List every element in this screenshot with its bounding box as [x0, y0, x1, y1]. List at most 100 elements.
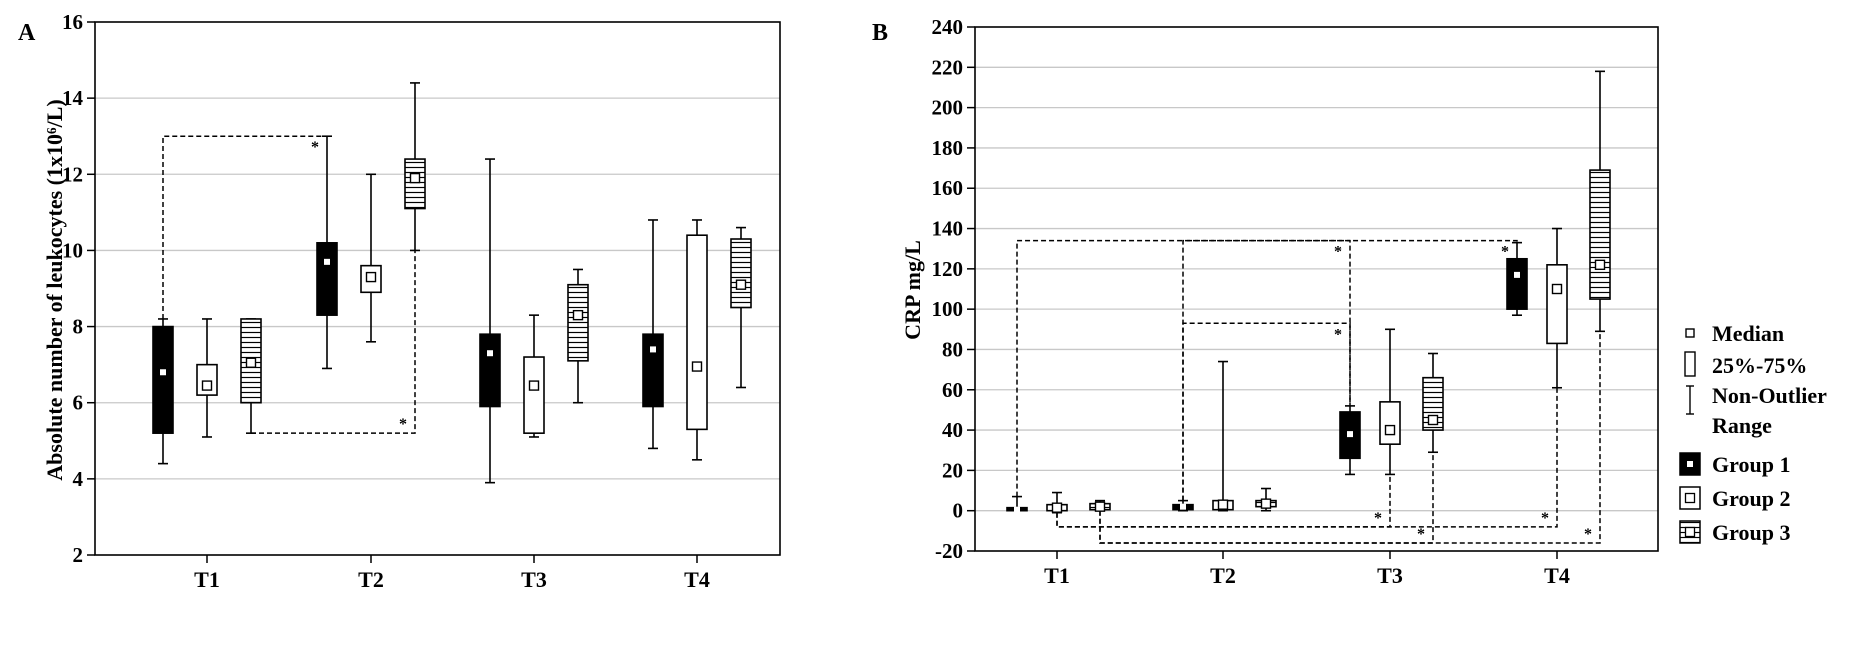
median-marker	[528, 380, 540, 391]
y-tick-label: 14	[62, 86, 84, 110]
median-marker	[245, 357, 257, 368]
legend-label-whisker-line1: Non-Outlier	[1712, 383, 1827, 408]
median-marker	[160, 369, 166, 376]
x-tick-label: T2	[1210, 563, 1236, 588]
x-tick-label: T1	[194, 567, 220, 592]
iqr-box	[642, 333, 664, 408]
y-tick-label: 120	[932, 257, 964, 281]
iqr-box	[479, 333, 501, 408]
legend-median-marker	[1684, 526, 1696, 538]
x-tick-label: T3	[521, 567, 547, 592]
legend-median-marker	[1687, 461, 1693, 467]
median-marker	[201, 380, 213, 391]
plot-frame	[94, 21, 781, 556]
y-tick-label: 140	[932, 217, 964, 241]
significance-bracket	[1099, 331, 1601, 544]
panel-b-label: B	[872, 20, 888, 46]
x-tick-label: T2	[358, 567, 384, 592]
y-tick-label: 10	[62, 238, 83, 262]
x-tick-label: T1	[1044, 563, 1070, 588]
median-marker	[409, 172, 421, 184]
significance-bracket	[1016, 239, 1518, 497]
y-tick-label: 200	[932, 96, 964, 120]
significance-star: *	[1334, 244, 1342, 261]
significance-star: *	[1374, 510, 1382, 527]
panel-a: A Absolute number of leukocytes (1x10⁶/L…	[18, 10, 781, 592]
panel-a-plot: 2 4 6 8 10 12 14 16 T1 T2 T3 T4 * *	[62, 10, 781, 592]
median-marker	[487, 350, 493, 357]
legend-label-group-3: Group 3	[1712, 520, 1790, 545]
legend-label-group-2: Group 2	[1712, 486, 1790, 511]
legend-box-symbol	[1684, 351, 1696, 377]
median-marker	[365, 271, 377, 283]
significance-star: *	[1501, 244, 1509, 261]
median-marker	[1514, 271, 1520, 278]
iqr-box	[316, 242, 338, 316]
y-tick-label: 8	[73, 315, 84, 339]
y-tick-label: 60	[942, 378, 963, 402]
legend-label-whisker: Non-Outlier Range	[1712, 383, 1827, 438]
y-tick-label: -20	[935, 539, 963, 563]
y-tick-label: 4	[73, 467, 84, 491]
iqr-box	[686, 234, 708, 431]
significance-star: *	[399, 416, 407, 433]
legend-median-symbol	[1685, 328, 1695, 338]
panel-a-ylabel: Absolute number of leukocytes (1x10⁶/L)	[42, 99, 67, 480]
y-tick-label: 12	[62, 162, 83, 186]
legend-median-marker	[1684, 492, 1696, 504]
y-tick-label: 160	[932, 176, 964, 200]
significance-star: *	[1334, 326, 1342, 343]
y-tick-label: 240	[932, 15, 964, 39]
legend-label-group-1: Group 1	[1712, 452, 1790, 477]
median-marker	[572, 309, 584, 321]
significance-bracket	[162, 135, 327, 319]
median-marker	[1551, 283, 1563, 295]
y-tick-label: 20	[942, 458, 963, 482]
significance-bracket	[251, 250, 416, 434]
panel-b-plot: -20 0 20 40 60 80 100 120 140 160 180 200 220 240 T1 T2…	[932, 15, 1659, 588]
legend-label-median: Median	[1712, 321, 1784, 346]
median-marker	[1051, 502, 1063, 513]
median-marker	[1427, 414, 1439, 426]
y-tick-label: 16	[62, 10, 83, 34]
significance-bracket	[1056, 387, 1558, 528]
significance-star: *	[311, 139, 319, 156]
panel-b: B CRP mg/L -20 0 20 40 60 80 100 120 140 160 180 20…	[872, 15, 1659, 588]
median-marker	[1260, 498, 1272, 509]
x-tick-label: T4	[1544, 563, 1570, 588]
legend-label-box: 25%-75%	[1712, 353, 1807, 378]
iqr-box	[1379, 401, 1401, 445]
iqr-box	[730, 238, 752, 309]
panel-a-label: A	[18, 20, 36, 46]
median-marker	[1014, 506, 1020, 513]
iqr-box	[567, 283, 589, 362]
y-tick-label: 0	[953, 499, 964, 523]
median-marker	[1180, 503, 1186, 510]
iqr-box	[152, 325, 174, 434]
y-tick-label: 40	[942, 418, 963, 442]
x-tick-label: T4	[684, 567, 710, 592]
panel-b-ylabel: CRP mg/L	[900, 240, 925, 340]
iqr-box	[1506, 257, 1528, 310]
significance-bracket	[1182, 239, 1351, 501]
iqr-box	[404, 158, 426, 210]
median-marker	[1594, 259, 1606, 271]
y-tick-label: 2	[73, 543, 84, 567]
iqr-box	[1589, 169, 1611, 300]
y-tick-label: 220	[932, 55, 964, 79]
y-tick-label: 80	[942, 337, 963, 361]
plot-frame	[974, 26, 1659, 552]
median-marker	[691, 361, 703, 372]
significance-star: *	[1417, 526, 1425, 543]
significance-star: *	[1541, 510, 1549, 527]
iqr-box	[1546, 264, 1568, 345]
median-marker	[735, 279, 747, 290]
legend-label-whisker-line2: Range	[1712, 413, 1772, 438]
significance-bracket	[1182, 322, 1351, 501]
y-tick-label: 180	[932, 136, 964, 160]
median-marker	[650, 346, 656, 353]
median-marker	[1094, 501, 1106, 512]
x-tick-label: T3	[1377, 563, 1403, 588]
y-tick-label: 100	[932, 297, 964, 321]
